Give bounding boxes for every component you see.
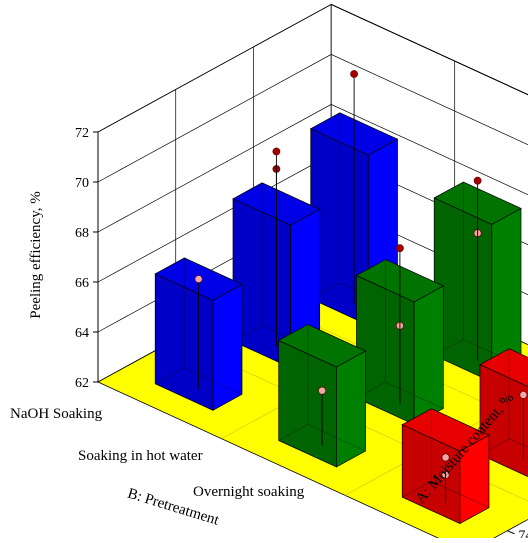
bar-back-edge xyxy=(402,480,432,498)
top-edge xyxy=(330,3,528,96)
z-tick xyxy=(507,530,515,535)
design-point xyxy=(194,275,203,283)
bars-layer xyxy=(154,70,528,525)
y-tick-label: 62 xyxy=(75,376,89,391)
x-category-label: Overnight soaking xyxy=(193,484,305,500)
bar-top-face xyxy=(401,408,490,452)
design-point xyxy=(473,176,482,185)
bar-back-edge xyxy=(155,367,185,385)
bar-back-edge xyxy=(431,480,490,508)
bar-top-face xyxy=(277,324,367,368)
bar-soaking-in-hot-water-74.89 xyxy=(277,324,367,468)
y-tick-label: 68 xyxy=(75,226,89,241)
bar-back-edge xyxy=(278,424,309,441)
y-tick-label: 66 xyxy=(75,276,89,291)
y-axis-title: Peeling efficiency, % xyxy=(28,191,44,318)
design-point xyxy=(350,70,358,78)
bar-side-face xyxy=(212,283,243,411)
design-point xyxy=(318,386,326,395)
bar-front-face xyxy=(479,364,528,478)
bar-back-edge xyxy=(184,367,243,395)
design-point xyxy=(441,453,450,462)
bar-overnight-soaking-79.28 xyxy=(479,348,528,478)
z-tick-label: 74.89 xyxy=(518,529,528,538)
bar-soaking-in-hot-water-87.47 xyxy=(433,176,522,383)
bar-soaking-in-hot-water-79.28 xyxy=(355,244,445,425)
y-tick-label: 72 xyxy=(75,126,89,141)
bar-back-edge xyxy=(385,381,444,409)
design-point xyxy=(519,390,528,399)
y-tick-label: 70 xyxy=(75,176,89,191)
bar-side-face xyxy=(336,350,366,468)
bar-side-face xyxy=(413,285,444,425)
bar-overnight-soaking-74.89 xyxy=(401,408,490,525)
bar-back-edge xyxy=(508,438,528,448)
design-point xyxy=(395,244,404,253)
bar-top-face xyxy=(479,348,528,388)
bar-naoh-soaking-74.89 xyxy=(154,257,243,411)
x-category-label: NaOH Soaking xyxy=(10,406,103,422)
bar-back-edge xyxy=(307,424,366,452)
design-point xyxy=(272,147,281,156)
front-frame xyxy=(93,3,528,535)
x-category-label: Soaking in hot water xyxy=(78,448,203,464)
y-tick-label: 64 xyxy=(75,326,89,341)
